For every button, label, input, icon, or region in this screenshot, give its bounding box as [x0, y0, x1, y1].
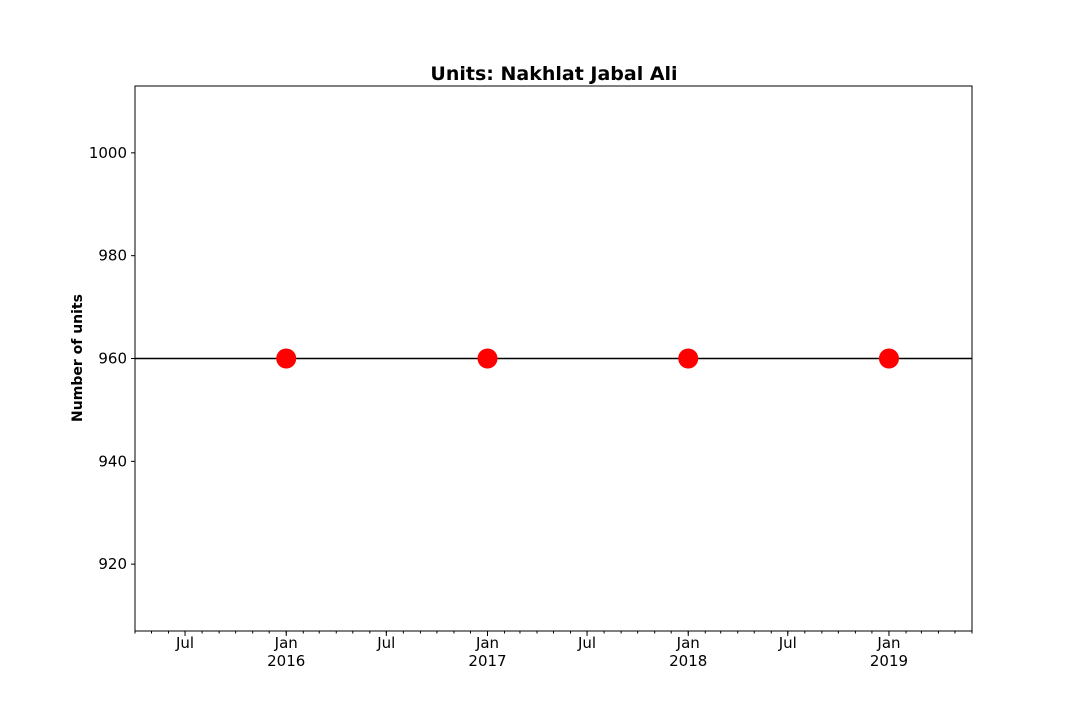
- x-tick-label: Jul: [778, 634, 797, 652]
- chart-title: Units: Nakhlat Jabal Ali: [430, 63, 677, 85]
- y-axis-label: Number of units: [70, 294, 86, 422]
- x-tick-label: Jan: [676, 634, 700, 652]
- y-tick-label: 920: [98, 555, 127, 573]
- x-tick-year-label: 2018: [669, 652, 707, 670]
- x-tick-label: Jul: [175, 634, 194, 652]
- x-tick-label: Jul: [577, 634, 596, 652]
- y-tick-label: 940: [98, 452, 127, 470]
- y-tick-label: 1000: [89, 144, 127, 162]
- x-tick-label: Jan: [876, 634, 900, 652]
- y-tick-label: 960: [98, 350, 127, 368]
- x-tick-year-label: 2019: [870, 652, 908, 670]
- data-point: [678, 348, 699, 369]
- y-tick-label: 980: [98, 247, 127, 265]
- x-tick-label: Jan: [475, 634, 499, 652]
- data-point: [878, 348, 899, 369]
- x-tick-year-label: 2016: [267, 652, 305, 670]
- data-point: [276, 348, 297, 369]
- data-point: [477, 348, 498, 369]
- x-tick-label: Jul: [376, 634, 395, 652]
- x-tick-label: Jan: [274, 634, 298, 652]
- x-tick-year-label: 2017: [468, 652, 506, 670]
